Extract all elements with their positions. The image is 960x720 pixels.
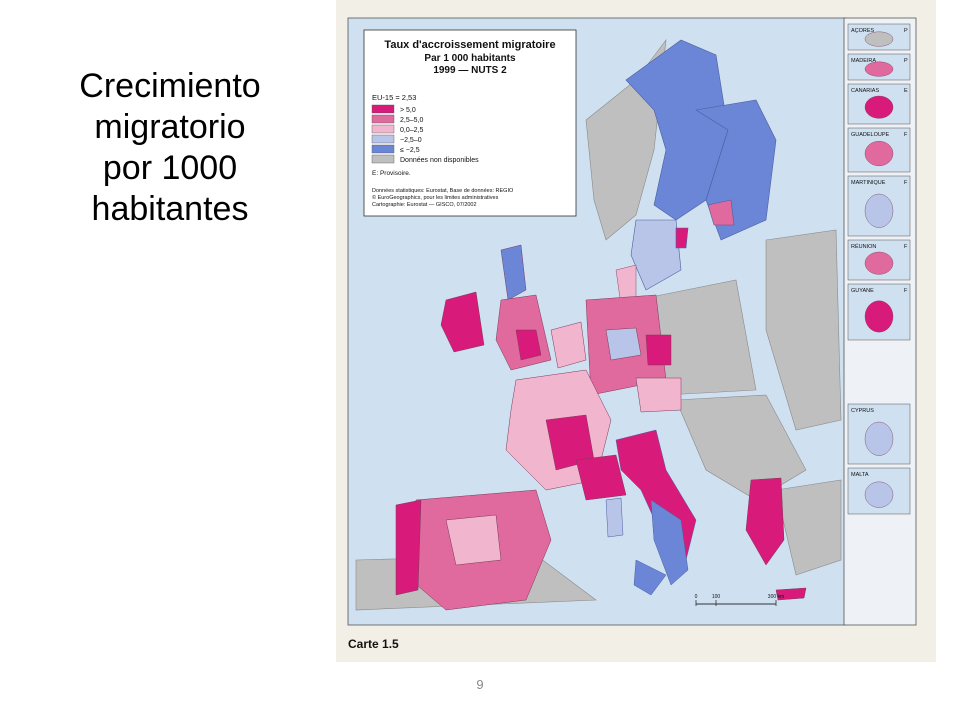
legend-label: 0,0–2,5 <box>400 127 423 134</box>
crete-region <box>775 587 807 601</box>
sardinia-region <box>605 497 624 538</box>
inset-label: GUYANE <box>851 288 874 294</box>
title-line: habitantes <box>91 190 249 228</box>
finland-south <box>707 199 735 226</box>
legend-label: Données non disponibles <box>400 157 479 164</box>
inset-land <box>864 61 894 77</box>
inset-label: CYPRUS <box>851 408 874 414</box>
legend-swatch <box>371 124 395 134</box>
legend-label: ≤ −2,5 <box>400 147 420 154</box>
inset-country-code: F <box>904 244 908 250</box>
map-number-label: Carte 1.5 <box>348 637 399 651</box>
greece-region <box>745 477 785 566</box>
legend-label: > 5,0 <box>400 107 416 114</box>
inset-label: RÉUNION <box>851 243 876 250</box>
portugal-region <box>395 499 422 596</box>
map-period: 1999 — NUTS 2 <box>433 65 507 76</box>
title-line: migratorio <box>94 108 246 146</box>
legend-items: > 5,0 2,5–5,0 0,0–2,5 −2,5–0 ≤ −2,5 Données n… <box>371 104 479 164</box>
eastern-europe-region <box>765 229 842 431</box>
central-eu-regions <box>550 294 682 413</box>
inset-country-code: F <box>904 132 908 138</box>
europe-choropleth-map: Taux d'accroissement migratoire Par 1 00… <box>347 17 917 651</box>
title-line: Crecimiento <box>79 67 261 105</box>
inset-country-code: P <box>904 28 908 34</box>
inset-country-code: E <box>904 88 908 94</box>
map-subtitle: Par 1 000 habitants <box>424 53 516 64</box>
france-regions <box>505 369 627 501</box>
scale-label: 0 <box>695 594 698 600</box>
map-legend: Taux d'accroissement migratoire Par 1 00… <box>363 29 577 217</box>
austria-region <box>635 377 682 413</box>
scale-label: 100 <box>712 594 721 600</box>
map-insets: AÇORES P MADEIRA P CANARIAS E GUADELOUPE F MARTI… <box>847 23 911 515</box>
italy-south-region <box>650 499 689 586</box>
inset-label: GUADELOUPE <box>851 132 890 138</box>
uk-ireland-regions <box>440 244 552 371</box>
inset-land <box>864 251 894 275</box>
iberia-regions <box>395 489 552 611</box>
inset-country-code: F <box>904 288 908 294</box>
ireland-region <box>440 291 485 353</box>
source-line: Cartographie: Eurostat — GISCO, 07/2002 <box>372 202 477 208</box>
legend-swatch <box>371 154 395 164</box>
legend-swatch <box>371 104 395 114</box>
inset-land <box>864 141 894 167</box>
scale-label: 300 km <box>768 594 784 600</box>
inset-label: MARTINIQUE <box>851 180 886 186</box>
france-south-region <box>575 454 627 501</box>
inset-land <box>864 421 894 456</box>
inset-land <box>864 481 894 508</box>
sweden-south <box>630 219 682 291</box>
legend-swatch <box>371 144 395 154</box>
inset-label: CANARIAS <box>851 88 879 94</box>
inset-label: AÇORES <box>851 28 875 34</box>
legend-swatch <box>371 134 395 144</box>
germany-central-region <box>605 327 642 361</box>
inset-label: MADEIRA <box>851 58 876 64</box>
berlin-region <box>645 334 672 366</box>
inset-land <box>864 31 894 47</box>
sicily-region <box>633 559 667 596</box>
italy-regions <box>605 429 697 596</box>
benelux-region <box>550 321 587 369</box>
nordic-regions <box>625 39 777 291</box>
scale-bar: 0 100 300 km <box>695 594 784 606</box>
turkey-region <box>775 479 842 576</box>
sweden-finland-north <box>625 39 729 221</box>
legend-box <box>363 29 577 217</box>
map-image: Taux d'accroissement migratoire Par 1 00… <box>336 0 936 662</box>
provisional-note: E: Provisoire. <box>372 170 411 177</box>
stockholm-region <box>675 227 689 249</box>
greece-regions <box>745 477 807 601</box>
slide-title: Crecimiento migratorio por 1000 habitant… <box>20 66 320 230</box>
eu-average-label: EU-15 = 2,53 <box>372 93 416 102</box>
source-line: © EuroGeographics, pour les limites admi… <box>372 194 499 201</box>
map-title: Taux d'accroissement migratoire <box>384 39 555 51</box>
source-line: Données statistiques: Eurostat, Base de … <box>372 188 514 194</box>
spain-central-region <box>445 514 502 566</box>
inset-label: MALTA <box>851 472 869 478</box>
inset-land <box>864 95 894 119</box>
inset-land <box>864 193 894 228</box>
inset-country-code: F <box>904 180 908 186</box>
legend-label: 2,5–5,0 <box>400 117 423 124</box>
london-region <box>515 329 542 361</box>
inset-land <box>864 300 894 333</box>
legend-label: −2,5–0 <box>400 137 422 144</box>
page-number: 9 <box>476 677 484 692</box>
title-line: por 1000 <box>102 149 238 187</box>
scotland-region <box>500 244 527 301</box>
legend-swatch <box>371 114 395 124</box>
inset-country-code: P <box>904 58 908 64</box>
